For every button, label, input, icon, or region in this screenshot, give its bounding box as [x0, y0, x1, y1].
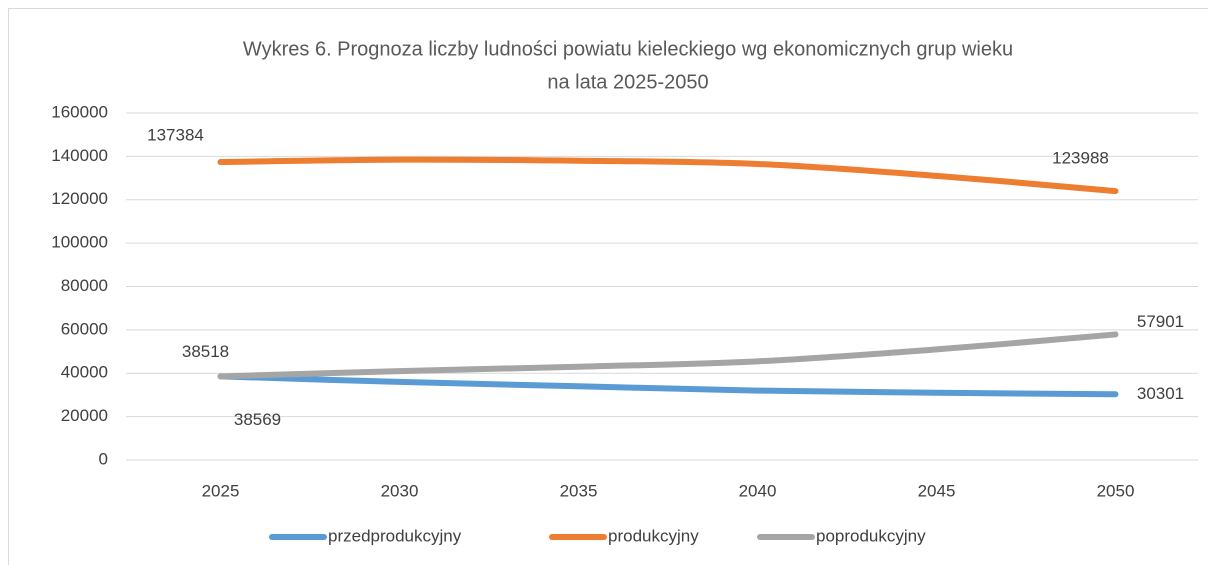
chart-title: na lata 2025-2050 [547, 71, 708, 93]
series-line [217, 331, 1119, 380]
data-label: 38518 [182, 342, 229, 361]
y-tick-label: 20000 [61, 406, 108, 425]
series-line [217, 373, 1119, 398]
y-tick-label: 120000 [51, 189, 108, 208]
legend-label: przedprodukcyjny [328, 526, 462, 545]
series-line [217, 156, 1119, 195]
data-label: 38569 [234, 410, 281, 429]
y-tick-label: 60000 [61, 319, 108, 338]
x-tick-label: 2030 [381, 481, 419, 500]
y-tick-label: 80000 [61, 276, 108, 295]
x-tick-label: 2040 [739, 481, 777, 500]
chart-title: Wykres 6. Prognoza liczby ludności powia… [243, 38, 1013, 60]
x-tick-label: 2035 [560, 481, 598, 500]
data-label: 30301 [1137, 384, 1184, 403]
y-tick-label: 160000 [51, 102, 108, 121]
y-tick-label: 40000 [61, 363, 108, 382]
data-label: 57901 [1137, 312, 1184, 331]
x-tick-label: 2045 [918, 481, 956, 500]
x-tick-label: 2025 [202, 481, 240, 500]
legend-label: poprodukcyjny [816, 526, 926, 545]
x-tick-label: 2050 [1097, 481, 1135, 500]
y-tick-label: 100000 [51, 233, 108, 252]
data-label: 123988 [1052, 149, 1109, 168]
y-tick-label: 140000 [51, 146, 108, 165]
y-tick-label: 0 [99, 449, 108, 468]
data-label: 137384 [147, 126, 204, 145]
legend-label: produkcyjny [608, 526, 699, 545]
